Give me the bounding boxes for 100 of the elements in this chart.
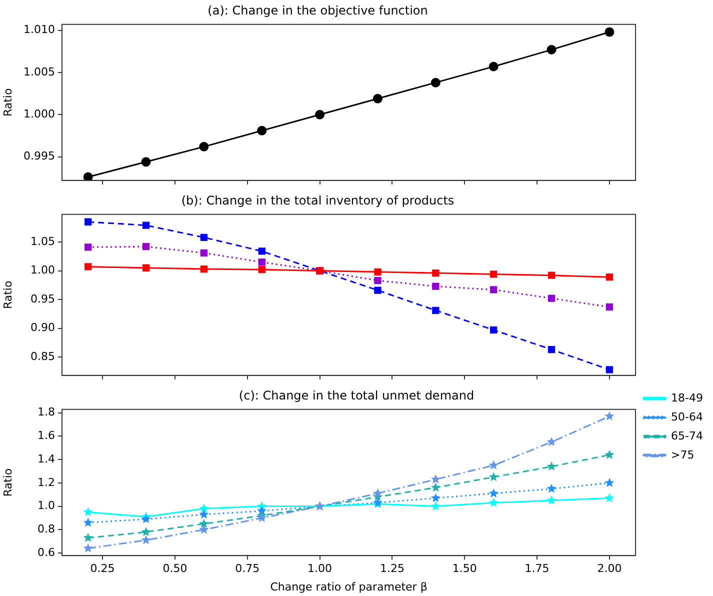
legend-label: 50-64 xyxy=(671,410,704,424)
y-tick-label: 1.005 xyxy=(24,65,55,78)
point xyxy=(488,460,498,470)
x-tick-label: 1.75 xyxy=(524,562,550,576)
point xyxy=(604,27,614,37)
y-tick-label: 1.000 xyxy=(24,107,55,120)
point xyxy=(430,493,440,502)
point xyxy=(83,543,93,552)
chart-title: (c): Change in the total unmet demand xyxy=(238,388,474,402)
point xyxy=(199,142,209,152)
point xyxy=(548,346,556,354)
point xyxy=(432,269,440,277)
y-tick-label: 1.4 xyxy=(38,452,55,466)
chart-title: (b): Change in the total inventory of products xyxy=(181,193,454,208)
point xyxy=(84,218,92,226)
legend-label: 65-74 xyxy=(671,429,704,442)
point xyxy=(372,488,382,498)
x-axis-title: Change ratio of parameter β xyxy=(270,580,428,594)
point xyxy=(606,303,614,311)
x-tick-label: 0.25 xyxy=(90,562,115,576)
point xyxy=(432,282,440,290)
point xyxy=(490,286,498,294)
x-tick-label: 0.50 xyxy=(162,562,188,576)
y-tick-label: 0.6 xyxy=(38,546,55,559)
point xyxy=(372,94,382,104)
point xyxy=(315,110,325,120)
point xyxy=(430,482,440,492)
point xyxy=(83,172,93,180)
point xyxy=(257,126,267,136)
point xyxy=(199,509,209,519)
point xyxy=(141,157,151,167)
point xyxy=(374,286,382,294)
y-tick-label: 1.0 xyxy=(38,499,55,512)
point xyxy=(141,535,151,544)
y-tick-label: 1.00 xyxy=(30,264,55,277)
point xyxy=(432,306,440,314)
point xyxy=(200,249,208,257)
point xyxy=(83,507,93,516)
x-tick-label: 1.25 xyxy=(380,562,404,576)
y-tick-label: 1.05 xyxy=(30,234,55,248)
legend-label: >75 xyxy=(671,448,694,462)
y-tick-label: 1.8 xyxy=(38,406,55,419)
point xyxy=(546,44,556,54)
point xyxy=(200,265,208,273)
point xyxy=(258,266,266,274)
y-tick-label: 0.90 xyxy=(30,321,55,334)
point xyxy=(490,270,498,278)
point xyxy=(546,484,556,493)
y-tick-label: 0.85 xyxy=(30,350,55,363)
y-axis-title: Ratio xyxy=(1,88,14,117)
y-tick-label: 1.2 xyxy=(38,476,55,489)
point xyxy=(83,532,93,542)
point xyxy=(199,504,209,513)
x-tick-label: 0.75 xyxy=(235,562,260,576)
x-tick-label: 2.00 xyxy=(597,562,622,576)
point xyxy=(199,518,209,528)
point xyxy=(490,326,498,334)
point xyxy=(546,495,556,504)
point xyxy=(142,222,150,229)
point xyxy=(84,263,92,270)
y-tick-label: 0.8 xyxy=(38,522,55,536)
point xyxy=(430,474,440,484)
point xyxy=(604,493,614,502)
point xyxy=(200,234,208,241)
point xyxy=(488,472,498,482)
point xyxy=(83,518,93,527)
point xyxy=(546,462,556,471)
point xyxy=(488,498,498,507)
y-axis-title: Ratio xyxy=(1,468,14,497)
chart-title: (a): Change in the objective function xyxy=(208,3,428,18)
point xyxy=(604,450,614,459)
point xyxy=(141,526,151,536)
point xyxy=(142,243,150,250)
point xyxy=(141,514,151,524)
point xyxy=(258,258,266,266)
point xyxy=(374,276,382,284)
point xyxy=(374,268,382,276)
point xyxy=(199,524,209,534)
point xyxy=(604,411,614,420)
point xyxy=(606,366,614,374)
x-tick-label: 1.00 xyxy=(308,562,332,576)
point xyxy=(488,488,498,498)
point xyxy=(604,478,614,487)
point xyxy=(142,264,150,272)
y-tick-label: 0.995 xyxy=(24,150,55,163)
point xyxy=(548,272,556,279)
point xyxy=(430,78,440,88)
point xyxy=(257,512,267,522)
point xyxy=(546,437,556,446)
y-tick-label: 0.95 xyxy=(30,292,55,306)
y-tick-label: 1.010 xyxy=(24,23,55,36)
point xyxy=(606,273,614,281)
y-tick-label: 1.6 xyxy=(38,429,55,442)
y-axis-title: Ratio xyxy=(1,280,14,310)
x-tick-label: 1.50 xyxy=(452,562,477,576)
point xyxy=(258,248,266,255)
point xyxy=(84,244,92,251)
point xyxy=(430,501,440,510)
legend-label: 18-49 xyxy=(671,391,704,404)
point xyxy=(548,294,556,302)
